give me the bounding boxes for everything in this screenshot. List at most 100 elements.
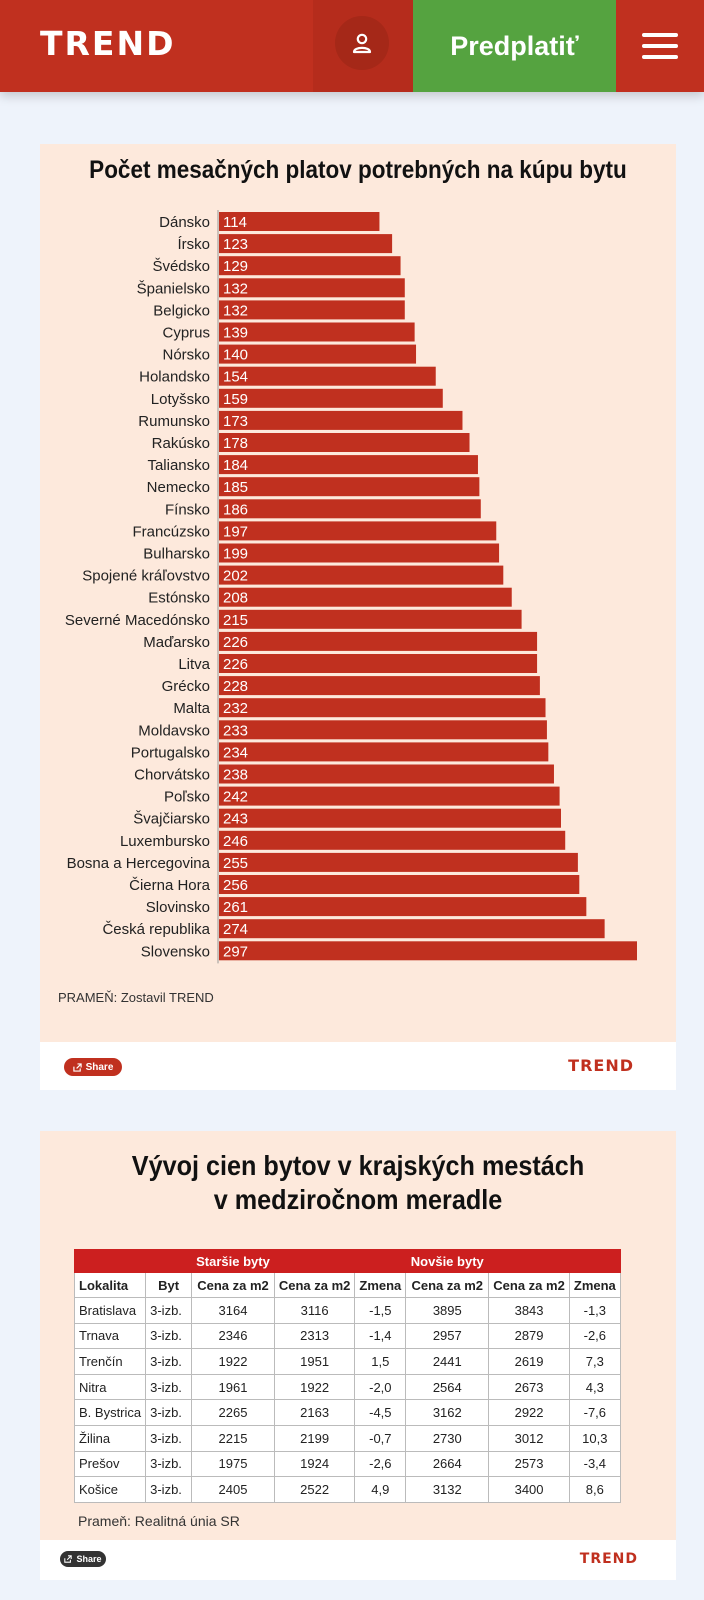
- user-icon[interactable]: [335, 16, 389, 70]
- menu-line: [642, 55, 678, 59]
- table-cell: 10,3: [568, 1424, 621, 1452]
- bar: [219, 830, 566, 850]
- table-cell: 2215: [191, 1424, 275, 1452]
- table-cell: Prešov: [73, 1450, 147, 1478]
- user-zone: [313, 0, 413, 92]
- table-cell: Nitra: [73, 1373, 147, 1401]
- table-cell: Trnava: [73, 1322, 147, 1350]
- subscribe-button[interactable]: Predplatiť: [413, 0, 616, 92]
- table-cell: 2199: [273, 1424, 356, 1452]
- menu-line: [642, 33, 678, 37]
- table-cell: 3-izb.: [145, 1297, 193, 1324]
- category-label: Lotyšsko: [151, 391, 210, 408]
- table-cell: 2346: [191, 1322, 275, 1350]
- column-header: Cena za m2: [405, 1272, 490, 1298]
- site-logo[interactable]: TREND: [40, 24, 176, 63]
- table-title: Vývoj cien bytov v krajských mestách v m…: [72, 1149, 644, 1217]
- category-label: Litva: [178, 656, 210, 673]
- table-cell: 2163: [273, 1399, 356, 1426]
- table-row: Trnava 3-izb. 2346 2313 -1,4 2957 2879 -2,6: [73, 1322, 621, 1350]
- bar-value-label: 139: [223, 325, 248, 342]
- bar-value-label: 184: [223, 457, 248, 474]
- footer-logo[interactable]: TREND: [568, 1056, 634, 1075]
- bar: [219, 300, 405, 320]
- table-cell: 3895: [405, 1297, 490, 1324]
- category-label: Nemecko: [147, 479, 210, 496]
- category-label: Bosna a Hercegovina: [67, 855, 211, 872]
- category-label: Spojené kráľovstvo: [82, 568, 210, 585]
- table-row: Trenčín 3-izb. 1922 1951 1,5 2441 2619 7,3: [73, 1348, 621, 1375]
- bar-value-label: 234: [223, 744, 248, 761]
- table-row: Bratislava 3-izb. 3164 3116 -1,5 3895 3843 -1,3: [73, 1297, 621, 1324]
- table-cell: 1951: [273, 1348, 356, 1375]
- table-body: Bratislava 3-izb. 3164 3116 -1,5 3895 3843 -1,3…: [73, 1297, 621, 1503]
- bar-value-label: 186: [223, 501, 248, 518]
- bar-value-label: 173: [223, 413, 248, 430]
- table-cell: 2522: [273, 1476, 356, 1503]
- bar-value-label: 242: [223, 789, 248, 806]
- group-header-empty: [73, 1249, 193, 1273]
- category-label: Dánsko: [159, 214, 210, 231]
- table-cell: 4,3: [568, 1373, 621, 1401]
- bar-value-label: 114: [223, 214, 247, 231]
- bar: [219, 455, 478, 475]
- category-label: Chorvátsko: [134, 767, 210, 784]
- table-cell: -2,6: [568, 1322, 621, 1350]
- table-cell: 2957: [405, 1322, 490, 1350]
- table-cell: 1,5: [354, 1348, 407, 1375]
- table-cell: 2730: [405, 1424, 490, 1452]
- table-cell: 1922: [273, 1373, 356, 1401]
- table-cell: -3,4: [568, 1450, 621, 1478]
- bar-value-label: 132: [223, 280, 248, 297]
- table-source: Prameň: Realitná únia SR: [78, 1513, 240, 1529]
- table-cell: 3-izb.: [145, 1348, 193, 1375]
- table-cell: 3-izb.: [145, 1450, 193, 1478]
- bar: [219, 786, 560, 806]
- share-button[interactable]: Share: [60, 1551, 106, 1567]
- table-row: Nitra 3-izb. 1961 1922 -2,0 2564 2673 4,3: [73, 1373, 621, 1401]
- table-row: Žilina 3-izb. 2215 2199 -0,7 2730 3012 10,3: [73, 1424, 621, 1452]
- bar: [219, 234, 393, 254]
- bar-value-label: 215: [223, 612, 248, 629]
- bar-value-label: 228: [223, 678, 248, 695]
- bar: [219, 521, 497, 541]
- bar: [219, 410, 463, 430]
- bar-value-label: 140: [223, 347, 248, 364]
- price-table: Staršie byty Novšie byty Lokalita Byt Cena…: [73, 1249, 621, 1503]
- table-cell: Košice: [73, 1476, 147, 1503]
- bar: [219, 875, 580, 894]
- bar-value-label: 226: [223, 656, 248, 673]
- bar-value-label: 199: [223, 546, 248, 563]
- category-label: Grécko: [162, 678, 210, 695]
- column-header: Zmena: [354, 1272, 407, 1298]
- category-label: Bulharsko: [143, 546, 210, 563]
- table-cell: Trenčín: [73, 1348, 147, 1375]
- category-label: Švajčiarsko: [133, 811, 210, 828]
- category-label: Holandsko: [139, 369, 210, 386]
- group-header-spacer: [488, 1249, 570, 1273]
- column-header: Cena za m2: [273, 1272, 356, 1298]
- bar: [219, 609, 522, 629]
- share-button[interactable]: Share: [64, 1058, 122, 1076]
- table-cell: 2441: [405, 1348, 490, 1375]
- category-label: Luxembursko: [120, 833, 210, 850]
- column-header: Byt: [145, 1272, 193, 1298]
- table-cell: 8,6: [568, 1476, 621, 1503]
- table-cell: 3164: [191, 1297, 275, 1324]
- bar-value-label: 238: [223, 767, 248, 784]
- footer-logo[interactable]: TREND: [579, 1551, 638, 1567]
- bar: [219, 941, 637, 961]
- table-cell: -1,3: [568, 1297, 621, 1324]
- bar-value-label: 197: [223, 523, 248, 540]
- bar: [219, 477, 480, 497]
- group-header-newer: Novšie byty: [405, 1249, 490, 1273]
- category-label: Rumunsko: [138, 413, 210, 430]
- bar: [219, 322, 415, 342]
- bar: [219, 388, 443, 408]
- bar: [219, 366, 436, 386]
- bar: [219, 654, 538, 673]
- hamburger-menu-icon[interactable]: [616, 0, 704, 92]
- table-cell: 2573: [488, 1450, 570, 1478]
- category-label: Cyprus: [162, 325, 210, 342]
- category-label: Rakúsko: [152, 435, 210, 452]
